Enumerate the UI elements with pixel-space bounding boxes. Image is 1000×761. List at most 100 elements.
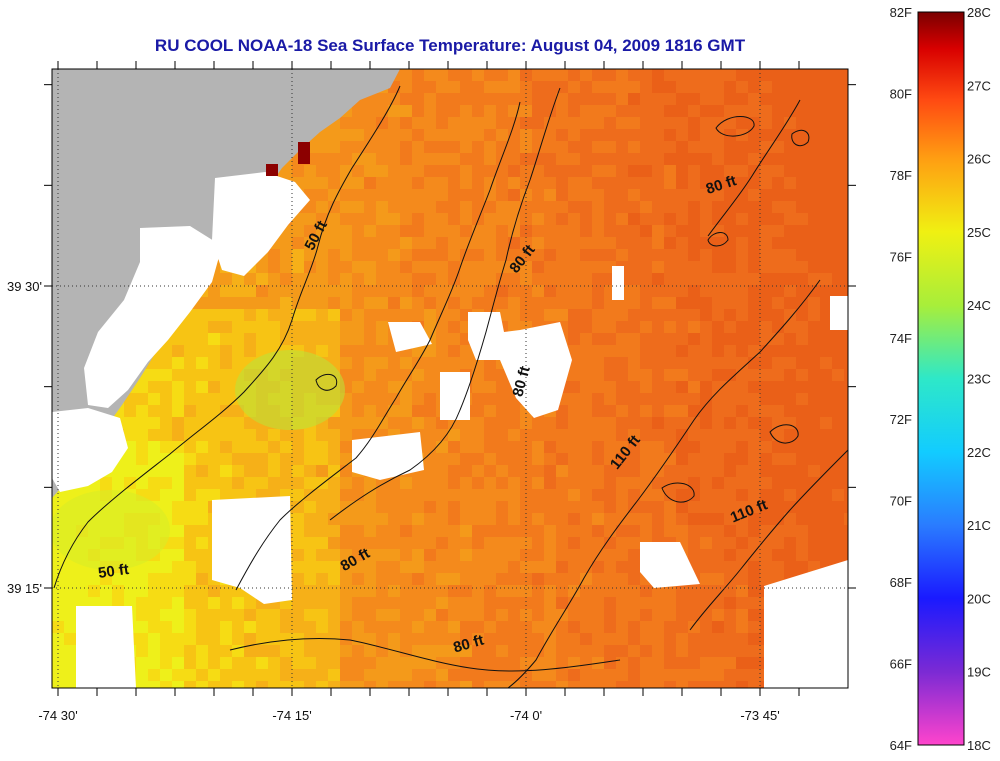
sst-pixel <box>640 525 652 537</box>
sst-pixel <box>796 465 808 477</box>
sst-pixel <box>688 153 700 165</box>
cloud-nodata-patch <box>440 372 470 420</box>
sst-pixel <box>784 153 796 165</box>
sst-pixel <box>820 93 832 105</box>
sst-pixel <box>412 405 424 417</box>
sst-pixel <box>652 285 664 297</box>
sst-pixel <box>460 201 472 213</box>
sst-pixel <box>772 297 784 309</box>
sst-pixel <box>784 201 796 213</box>
bathymetry-contours <box>53 85 848 688</box>
sst-pixel <box>808 357 820 369</box>
sst-pixel <box>712 249 724 261</box>
sst-pixel <box>592 633 604 645</box>
sst-pixel <box>388 309 400 321</box>
sst-pixel <box>424 165 436 177</box>
sst-pixel <box>424 597 436 609</box>
sst-pixel <box>712 369 724 381</box>
sst-pixel <box>616 537 628 549</box>
sst-pixel <box>352 189 364 201</box>
sst-pixel <box>652 321 664 333</box>
sst-pixel <box>544 417 556 429</box>
sst-pixel <box>628 333 640 345</box>
sst-pixel <box>820 549 832 561</box>
sst-pixel <box>532 117 544 129</box>
contour-80ft <box>329 87 561 521</box>
sst-pixel <box>484 597 496 609</box>
sst-pixel <box>592 561 604 573</box>
sst-pixel <box>760 285 772 297</box>
sst-pixel <box>688 141 700 153</box>
colorbar-f-label: 80F <box>890 86 912 101</box>
sst-pixel <box>736 621 748 633</box>
sst-pixel <box>424 501 436 513</box>
sst-pixel <box>616 585 628 597</box>
sst-pixel <box>364 405 376 417</box>
sst-pixel <box>304 585 316 597</box>
sst-pixel <box>784 177 796 189</box>
sst-pixel <box>472 273 484 285</box>
sst-pixel <box>676 129 688 141</box>
colorbar-f-label: 72F <box>890 412 912 427</box>
sst-pixel <box>664 381 676 393</box>
sst-pixel <box>148 597 160 609</box>
sst-pixel <box>664 633 676 645</box>
sst-pixel <box>820 381 832 393</box>
contour-80ft <box>707 99 801 237</box>
sst-pixel <box>508 429 520 441</box>
sst-pixel <box>232 645 244 657</box>
sst-pixel <box>460 165 472 177</box>
sst-pixel <box>172 657 184 669</box>
sst-pixel <box>736 249 748 261</box>
sst-pixel <box>796 309 808 321</box>
sst-pixel <box>244 345 256 357</box>
sst-pixel <box>304 225 316 237</box>
sst-pixel <box>364 285 376 297</box>
sst-pixel <box>412 597 424 609</box>
sst-pixel <box>76 573 88 585</box>
sst-pixel <box>748 141 760 153</box>
sst-pixel <box>808 537 820 549</box>
sst-pixel <box>424 345 436 357</box>
sst-pixel <box>316 657 328 669</box>
sst-pixel <box>700 249 712 261</box>
sst-pixel <box>544 597 556 609</box>
sst-pixel <box>688 681 700 688</box>
sst-pixel <box>220 405 232 417</box>
sst-pixel <box>556 681 568 688</box>
sst-pixel <box>160 477 172 489</box>
colorbar-c-label: 28C <box>967 5 991 20</box>
sst-pixel <box>724 81 736 93</box>
sst-pixel <box>580 333 592 345</box>
sst-pixel <box>496 441 508 453</box>
sst-pixel <box>460 357 472 369</box>
sst-pixel <box>64 489 76 501</box>
sst-pixel <box>772 69 784 81</box>
sst-pixel <box>664 261 676 273</box>
sst-pixel <box>424 357 436 369</box>
sst-pixel <box>844 441 848 453</box>
sst-pixel <box>532 93 544 105</box>
sst-pixel <box>784 369 796 381</box>
sst-pixel <box>304 429 316 441</box>
sst-pixel <box>340 261 352 273</box>
sst-pixel <box>736 669 748 681</box>
sst-pixel <box>400 81 412 93</box>
sst-pixel <box>448 165 460 177</box>
sst-pixel <box>424 537 436 549</box>
sst-pixel <box>724 453 736 465</box>
sst-pixel <box>820 189 832 201</box>
sst-pixel <box>424 285 436 297</box>
sst-pixel <box>748 309 760 321</box>
sst-pixel <box>676 69 688 81</box>
sst-pixel <box>328 333 340 345</box>
sst-pixel <box>412 393 424 405</box>
sst-pixel <box>400 549 412 561</box>
sst-pixel <box>724 369 736 381</box>
sst-pixel <box>808 429 820 441</box>
sst-pixel <box>268 681 280 688</box>
sst-pixel <box>832 393 844 405</box>
sst-pixel <box>820 177 832 189</box>
sst-pixel <box>400 357 412 369</box>
sst-pixel <box>616 381 628 393</box>
